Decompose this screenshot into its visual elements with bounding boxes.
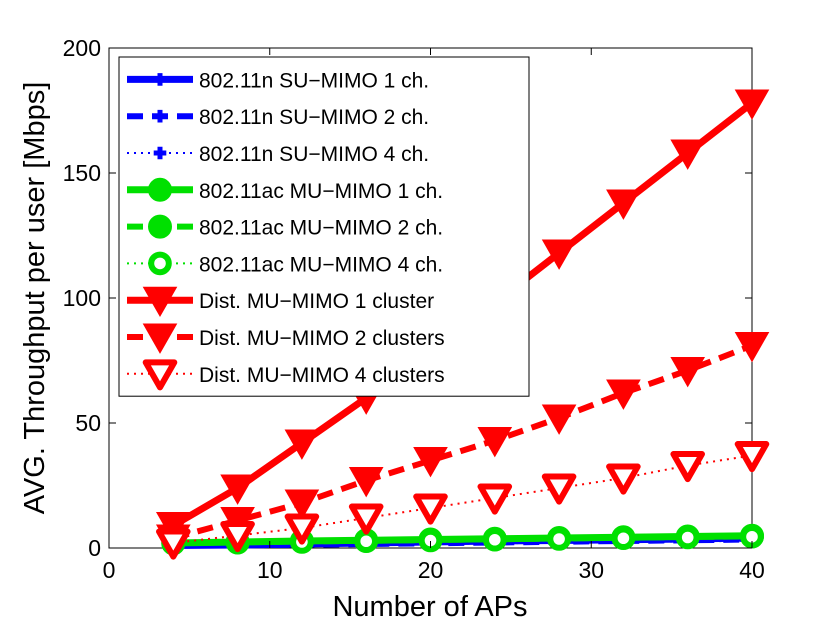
data-point-marker — [354, 529, 379, 554]
y-tick-label: 50 — [75, 410, 101, 436]
data-point-marker — [670, 139, 706, 170]
series-9 — [156, 441, 770, 560]
data-point-marker — [670, 357, 706, 388]
x-tick-label: 10 — [257, 557, 283, 583]
legend: 802.11n SU−MIMO 1 ch. 802.11n SU−MIMO 2 c… — [118, 56, 530, 397]
data-point-marker — [148, 251, 172, 276]
legend-entry: 802.11ac MU−MIMO 2 ch. — [127, 214, 443, 240]
y-tick-label: 100 — [63, 285, 101, 311]
x-axis-label: Number of APs — [332, 591, 527, 623]
data-point-marker — [547, 527, 571, 551]
data-point-marker — [541, 404, 577, 435]
legend-label: 802.11n SU−MIMO 1 ch. — [199, 69, 429, 92]
data-point-marker — [734, 89, 770, 120]
y-tick-label: 0 — [88, 535, 101, 561]
data-point-marker — [483, 527, 507, 552]
legend-label: 802.11ac MU−MIMO 1 ch. — [199, 180, 443, 203]
data-point-marker — [675, 525, 700, 550]
legend-entry: 802.11n SU−MIMO 2 ch. — [127, 106, 429, 129]
data-point-marker — [142, 323, 178, 354]
legend-entry: 802.11n SU−MIMO 1 ch. — [127, 69, 429, 92]
x-tick-label: 0 — [103, 557, 116, 583]
data-point-marker — [284, 513, 320, 545]
data-point-marker — [284, 429, 320, 460]
x-tick-label: 20 — [418, 557, 444, 583]
data-point-marker — [348, 467, 384, 498]
data-point-marker — [148, 214, 172, 239]
data-point-marker — [606, 463, 641, 495]
data-point-marker — [153, 146, 167, 160]
data-point-marker — [611, 526, 636, 551]
data-point-marker — [734, 332, 770, 363]
legend-label: 802.11ac MU−MIMO 4 ch. — [199, 253, 443, 276]
series-line — [173, 536, 753, 549]
data-point-marker — [156, 528, 191, 560]
data-point-marker — [477, 427, 513, 458]
legend-entry: Dist. MU−MIMO 2 clusters — [127, 323, 445, 354]
data-point-marker — [153, 109, 167, 123]
x-tick-label: 40 — [739, 557, 765, 583]
data-point-marker — [413, 447, 448, 478]
series-line — [173, 533, 753, 547]
axes-layer: 0 10 20 30 40 0 50 100 150 200 — [63, 35, 765, 583]
data-point-marker — [153, 73, 167, 86]
data-point-marker — [220, 521, 255, 553]
data-point-marker — [413, 493, 448, 525]
legend-entry: 802.11ac MU−MIMO 4 ch. — [127, 251, 443, 276]
data-point-marker — [606, 379, 641, 410]
data-point-marker — [284, 489, 320, 520]
legend-label: Dist. MU−MIMO 4 clusters — [199, 364, 445, 387]
legend-label: Dist. MU−MIMO 2 clusters — [199, 327, 445, 350]
legend-label: 802.11ac MU−MIMO 2 ch. — [199, 217, 443, 240]
x-tick-label: 30 — [578, 557, 604, 583]
legend-label: 802.11n SU−MIMO 2 ch. — [199, 106, 429, 129]
data-point-marker — [148, 177, 172, 202]
legend-entry: 802.11n SU−MIMO 4 ch. — [127, 143, 429, 166]
data-point-marker — [541, 239, 577, 270]
data-point-marker — [142, 286, 178, 318]
data-point-marker — [734, 441, 770, 473]
data-point-marker — [606, 189, 641, 220]
data-point-marker — [348, 503, 384, 535]
data-point-marker — [220, 474, 255, 505]
legend-entry: Dist. MU−MIMO 1 cluster — [127, 286, 434, 318]
data-point-marker — [418, 528, 443, 553]
series-8 — [155, 332, 770, 555]
legend-entry: Dist. MU−MIMO 4 clusters — [127, 359, 445, 391]
legend-label: 802.11n SU−MIMO 4 ch. — [199, 143, 429, 166]
legend-label: Dist. MU−MIMO 1 cluster — [199, 290, 434, 313]
data-point-marker — [477, 483, 513, 515]
series-line — [172, 342, 754, 541]
data-point-marker — [142, 359, 178, 391]
series-layer — [155, 89, 770, 560]
y-tick-label: 150 — [63, 160, 101, 186]
data-point-marker — [541, 473, 577, 505]
legend-entry: 802.11ac MU−MIMO 1 ch. — [127, 177, 443, 203]
data-point-marker — [670, 451, 705, 483]
y-tick-label: 200 — [63, 35, 101, 61]
y-axis-label: AVG. Throughput per user [Mbps] — [19, 82, 51, 515]
